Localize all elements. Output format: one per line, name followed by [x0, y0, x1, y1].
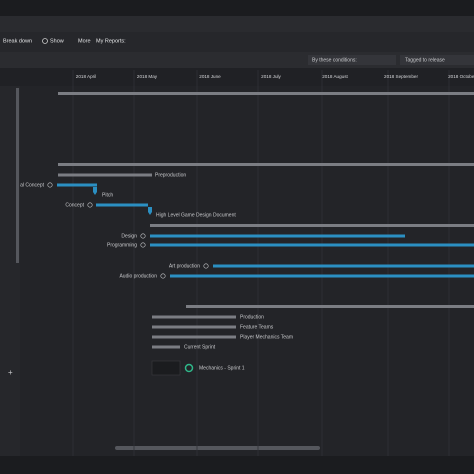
add-button[interactable]: + — [8, 368, 13, 377]
task-bar — [152, 325, 236, 329]
task-bar — [152, 345, 180, 349]
task-label: Current Sprint — [184, 344, 216, 350]
collapse-icon[interactable] — [203, 263, 209, 269]
summary-bar — [150, 224, 474, 227]
task-label: Player Mechanics Team — [240, 334, 293, 340]
task-bar[interactable] — [150, 234, 405, 238]
task-label: Concept — [65, 202, 84, 208]
sprint-progress — [184, 363, 194, 373]
summary-bar — [58, 163, 474, 166]
month-label: 2018 April — [76, 74, 96, 79]
collapse-icon[interactable] — [87, 202, 93, 208]
milestone — [148, 207, 152, 215]
task-label: Audio production — [119, 273, 157, 279]
milestone — [93, 187, 97, 195]
task-label: Pitch — [102, 192, 113, 198]
task-label: Feature Teams — [240, 324, 274, 330]
task-label: Programming — [107, 242, 137, 248]
month-label: 2018 July — [261, 74, 281, 79]
task-label: Design — [121, 233, 137, 239]
top-bar — [0, 0, 474, 16]
collapse-icon[interactable] — [140, 242, 146, 248]
month-label: 2018 September — [384, 74, 418, 79]
task-label: Production — [240, 314, 264, 320]
task-bar — [152, 335, 236, 339]
collapse-icon[interactable] — [47, 182, 53, 188]
summary-bar — [58, 92, 474, 95]
header-bar — [0, 16, 474, 32]
task-bar — [152, 315, 236, 319]
month-grid: 2018 April 2018 May 2018 June 2018 July 2018… — [72, 70, 474, 456]
task-label: Preproduction — [155, 172, 186, 178]
filter-label[interactable]: By these conditions: — [312, 57, 357, 63]
task-bar[interactable] — [213, 264, 474, 268]
condition-select[interactable] — [308, 55, 396, 65]
task-label: High Level Game Design Document — [156, 212, 236, 218]
toolbar-item[interactable]: Break down — [3, 38, 32, 44]
month-label: 2018 October — [448, 74, 474, 79]
show-icon — [42, 38, 48, 44]
month-label: 2018 August — [322, 74, 348, 79]
release-select[interactable] — [400, 55, 474, 65]
left-panel — [0, 86, 20, 456]
task-bar[interactable] — [150, 243, 474, 247]
footer — [0, 456, 474, 474]
month-label: 2018 June — [199, 74, 221, 79]
toolbar-item[interactable]: My Reports: — [96, 38, 126, 44]
task-bar[interactable] — [57, 183, 97, 187]
sprint-box — [151, 360, 181, 376]
toolbar-item[interactable]: More — [78, 38, 91, 44]
task-label: al Concept — [20, 182, 45, 188]
toolbar — [0, 32, 474, 52]
left-scrollbar[interactable] — [16, 88, 19, 263]
timeline-header — [0, 68, 474, 86]
task-bar — [58, 173, 152, 177]
horizontal-scrollbar[interactable] — [115, 446, 320, 450]
task-bar[interactable] — [96, 203, 148, 207]
task-label: Art production — [169, 263, 200, 269]
task-bar[interactable] — [170, 274, 474, 278]
month-label: 2018 May — [137, 74, 158, 79]
toolbar-item[interactable]: Show — [50, 38, 64, 44]
collapse-icon[interactable] — [140, 233, 146, 239]
collapse-icon[interactable] — [160, 273, 166, 279]
task-label: Mechanics - Sprint 1 — [199, 365, 245, 371]
summary-bar — [186, 305, 474, 308]
filter-label[interactable]: Tagged to release — [405, 57, 445, 63]
tasks: Preproduction al Concept Pitch Concept High … — [20, 172, 474, 376]
